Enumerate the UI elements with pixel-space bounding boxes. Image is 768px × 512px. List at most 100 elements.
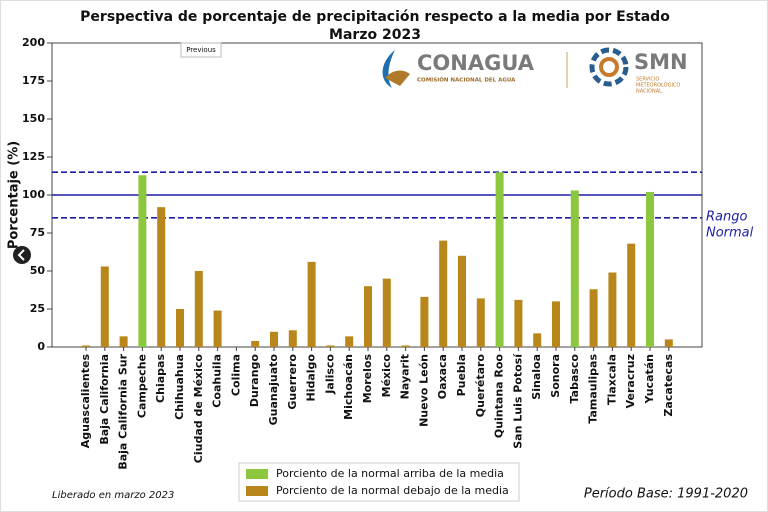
x-tick-label: Colima bbox=[229, 354, 242, 396]
y-axis-label: Porcentaje (%) bbox=[7, 141, 22, 249]
smn-subtext: SERVICIO bbox=[636, 77, 659, 83]
bar bbox=[326, 345, 335, 347]
bar bbox=[552, 301, 560, 347]
legend-swatch bbox=[246, 486, 268, 496]
bar bbox=[307, 261, 316, 347]
bar bbox=[570, 190, 579, 347]
bar bbox=[458, 255, 466, 347]
bar bbox=[627, 243, 636, 347]
x-tick-label: Tabasco bbox=[568, 354, 581, 404]
x-tick-label: San Luis Potosí bbox=[511, 353, 524, 449]
previous-button[interactable]: Previous bbox=[180, 42, 222, 58]
bar bbox=[213, 310, 222, 347]
bar bbox=[194, 271, 203, 347]
x-tick-label: Baja California bbox=[98, 354, 111, 445]
x-tick-label: Chiapas bbox=[154, 354, 167, 403]
legend bbox=[238, 462, 520, 502]
arrow-circle bbox=[13, 246, 31, 264]
bar bbox=[608, 272, 617, 347]
bar bbox=[589, 289, 598, 347]
logo-drop bbox=[382, 50, 395, 88]
bar bbox=[382, 278, 391, 347]
x-tick-label: Chihuahua bbox=[173, 354, 186, 420]
release-note: Liberado en marzo 2023 bbox=[52, 490, 174, 501]
bar bbox=[533, 333, 542, 347]
smn-subtext: METEOROLÓGICO bbox=[636, 82, 680, 89]
legend-label: Porciento de la normal debajo de la medi… bbox=[276, 484, 509, 497]
button-label: Previous bbox=[186, 46, 216, 54]
bar bbox=[251, 340, 260, 347]
x-tick-label: Baja California Sur bbox=[117, 353, 130, 469]
legend-label: Porciento de la normal arriba de la medi… bbox=[276, 467, 504, 480]
bar bbox=[420, 296, 429, 347]
x-tick-label: Oaxaca bbox=[436, 354, 449, 399]
x-tick-label: Coahuila bbox=[211, 354, 224, 408]
y-tick-label: 100 bbox=[22, 188, 45, 201]
y-tick-label: 150 bbox=[22, 112, 45, 125]
x-tick-label: Durango bbox=[248, 354, 261, 408]
x-tick-label: Nayarit bbox=[399, 354, 412, 399]
logo-subtext: COMISIÓN NACIONAL DEL AGUA bbox=[417, 77, 516, 84]
bar bbox=[119, 336, 128, 347]
smn-icon-inner bbox=[599, 57, 619, 77]
arrow-icon bbox=[17, 249, 25, 261]
chart-title: Perspectiva de porcentaje de precipitaci… bbox=[80, 9, 670, 25]
y-tick-label: 50 bbox=[30, 264, 46, 277]
button-frame bbox=[180, 42, 222, 58]
conagua-logo: CONAGUA COMISIÓN NACIONAL DEL AGUA SMN S… bbox=[382, 47, 688, 95]
range-label: Normal bbox=[706, 226, 754, 241]
bar bbox=[100, 266, 109, 347]
x-tick-label: Hidalgo bbox=[305, 354, 318, 402]
x-tick-label: Quintana Roo bbox=[493, 354, 506, 439]
bar bbox=[476, 298, 485, 347]
base-period: Período Base: 1991-2020 bbox=[584, 487, 748, 502]
bar bbox=[345, 336, 354, 347]
bar bbox=[270, 331, 278, 347]
bar bbox=[646, 191, 654, 347]
x-tick-label: Aguascalientes bbox=[79, 354, 92, 449]
x-tick-label: Guanajuato bbox=[267, 354, 280, 426]
y-tick-label: 125 bbox=[22, 150, 45, 163]
smn-icon bbox=[589, 47, 629, 87]
logo-eagle bbox=[385, 70, 410, 86]
y-tick-label: 200 bbox=[22, 36, 45, 49]
y-tick-label: 0 bbox=[37, 340, 45, 353]
y-tick-label: 175 bbox=[22, 74, 45, 87]
x-tick-label: Jalisco bbox=[323, 354, 336, 395]
x-tick-label: Querétaro bbox=[474, 354, 487, 418]
x-tick-label: Veracruz bbox=[624, 354, 637, 408]
x-tick-label: Yucatán bbox=[643, 354, 656, 404]
bar bbox=[664, 339, 673, 347]
bar bbox=[439, 240, 448, 347]
logo-text: CONAGUA bbox=[417, 51, 535, 75]
x-tick-label: Puebla bbox=[455, 354, 468, 396]
bar bbox=[176, 309, 184, 347]
bar bbox=[288, 330, 297, 347]
x-tick-label: Tamaulipas bbox=[587, 354, 600, 424]
x-tick-label: Nuevo León bbox=[417, 354, 430, 427]
x-tick-label: Sinaloa bbox=[530, 354, 543, 400]
x-tick-label: Morelos bbox=[361, 354, 374, 404]
x-tick-label: México bbox=[380, 354, 393, 398]
x-tick-label: Guerrero bbox=[286, 354, 299, 410]
smn-subtext: NACIONAL bbox=[636, 89, 662, 95]
y-tick-label: 75 bbox=[30, 226, 45, 239]
x-tick-label: Tlaxcala bbox=[605, 354, 618, 405]
bar bbox=[514, 299, 523, 347]
legend-swatch bbox=[246, 469, 268, 479]
x-tick-label: Campeche bbox=[135, 354, 148, 418]
bar bbox=[138, 175, 147, 347]
range-label: Rango bbox=[706, 210, 747, 225]
smn-text: SMN bbox=[634, 50, 688, 74]
nav-arrow[interactable] bbox=[13, 246, 31, 264]
x-tick-label: Zacatecas bbox=[662, 354, 675, 417]
y-tick-label: 25 bbox=[30, 302, 45, 315]
x-tick-label: Sonora bbox=[549, 354, 562, 398]
x-tick-label: Michoacán bbox=[342, 354, 355, 420]
chart-subtitle: Marzo 2023 bbox=[329, 27, 421, 43]
bar bbox=[157, 207, 166, 347]
bar bbox=[364, 286, 372, 347]
bar bbox=[401, 345, 410, 347]
x-tick-label: Ciudad de México bbox=[192, 354, 205, 464]
